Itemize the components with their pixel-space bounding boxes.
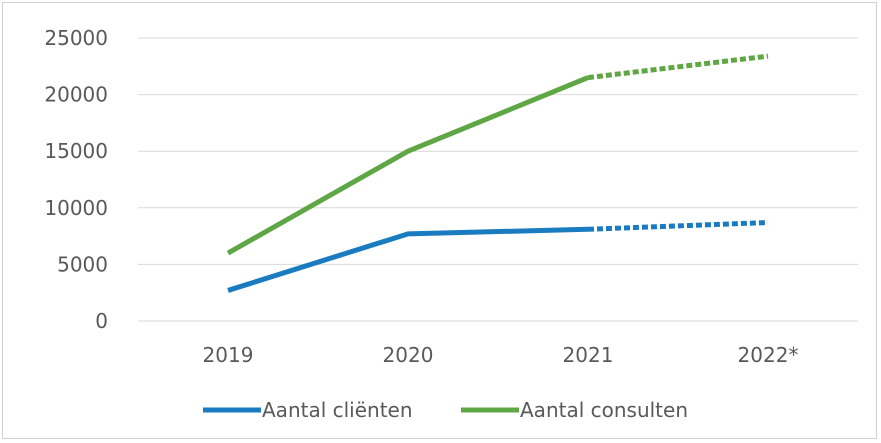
gridlines bbox=[138, 37, 858, 322]
series-lines bbox=[226, 53, 769, 293]
y-axis-ticks: 0 5000 10000 15000 20000 25000 bbox=[44, 26, 108, 333]
series-line-solid bbox=[227, 226, 589, 293]
series-line-projected bbox=[587, 53, 769, 81]
y-tick-label: 0 bbox=[95, 309, 108, 333]
y-tick-label: 10000 bbox=[44, 196, 108, 220]
series-line-solid bbox=[226, 75, 589, 256]
legend-label: Aantal consulten bbox=[520, 398, 688, 422]
y-tick-label: 15000 bbox=[44, 139, 108, 163]
x-axis-ticks: 2019 2020 2021 2022* bbox=[203, 343, 799, 367]
x-tick-label: 2021 bbox=[563, 343, 614, 367]
series-line-projected bbox=[587, 220, 769, 232]
x-tick-label: 2019 bbox=[203, 343, 254, 367]
y-tick-label: 20000 bbox=[44, 83, 108, 107]
x-tick-label: 2020 bbox=[383, 343, 434, 367]
y-tick-label: 25000 bbox=[44, 26, 108, 50]
chart-frame bbox=[2, 2, 877, 439]
x-tick-label: 2022* bbox=[738, 343, 799, 367]
legend-label: Aantal cliënten bbox=[262, 398, 413, 422]
y-tick-label: 5000 bbox=[57, 252, 108, 276]
legend: Aantal cliënten Aantal consulten bbox=[203, 398, 688, 422]
